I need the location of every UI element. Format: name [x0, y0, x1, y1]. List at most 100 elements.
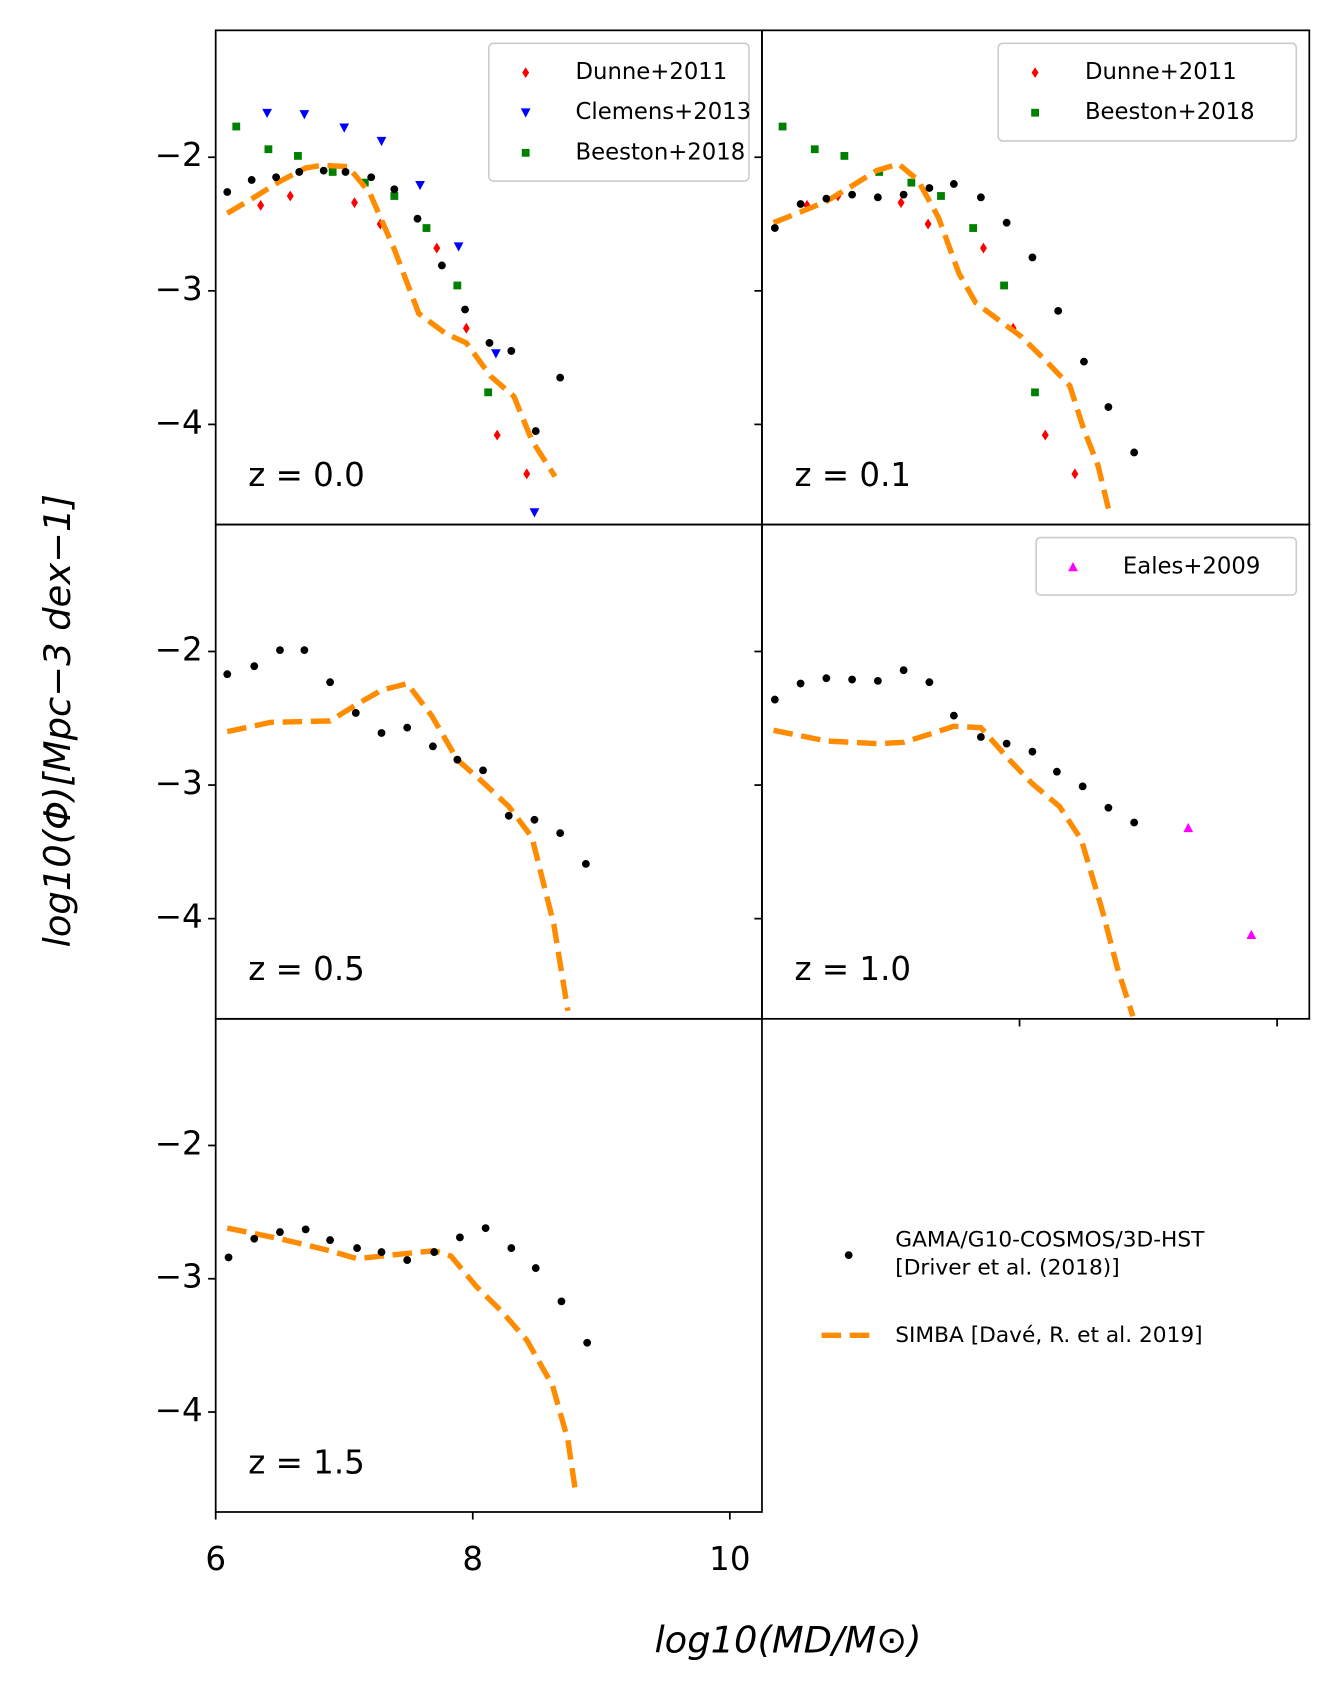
- data-point: [1183, 822, 1194, 833]
- legend-label: SIMBA [Davé, R. et al. 2019]: [895, 1321, 1203, 1348]
- data-point: [319, 166, 328, 175]
- data-point: [976, 733, 985, 741]
- data-point: [907, 178, 916, 187]
- legend-box: [488, 42, 750, 182]
- x-tick-label: 10: [709, 1540, 750, 1578]
- data-point: [924, 218, 932, 230]
- data-point: [276, 646, 284, 655]
- data-point: [301, 1225, 310, 1234]
- data-point: [937, 192, 945, 200]
- data-point: [328, 168, 337, 176]
- legend-label: Beeston+2018: [1085, 99, 1255, 125]
- data-point: [224, 1253, 233, 1262]
- data-point: [479, 766, 487, 775]
- data-point: [1031, 388, 1039, 397]
- data-point: [925, 678, 934, 687]
- data-point: [840, 152, 849, 160]
- legend-entry: GAMA/G10-COSMOS/3D-HST [Driver et al. (2…: [895, 1225, 1205, 1281]
- data-point: [377, 729, 386, 737]
- simba-line: [773, 723, 1136, 1017]
- data-point: [1130, 448, 1139, 457]
- data-point: [822, 194, 831, 203]
- y-tick-label: −4: [155, 403, 203, 441]
- redshift-label: z = 1.0: [794, 950, 911, 988]
- data-point: [299, 110, 310, 120]
- data-point: [461, 305, 469, 314]
- y-tick-label: −2: [155, 136, 203, 174]
- data-point: [257, 199, 265, 211]
- data-point: [531, 1264, 540, 1272]
- legend-label: Dunne+2011: [1085, 59, 1237, 85]
- data-point: [403, 1256, 412, 1264]
- data-point: [1104, 803, 1113, 812]
- data-point: [557, 1297, 566, 1306]
- simba-line: [772, 160, 1112, 510]
- data-point: [232, 122, 241, 131]
- data-point: [223, 670, 232, 679]
- legend-marker: [521, 148, 530, 157]
- data-point: [376, 136, 387, 147]
- data-point: [848, 675, 857, 684]
- legend-marker: [1031, 67, 1039, 79]
- legend-marker: [522, 67, 530, 79]
- data-point: [873, 193, 882, 202]
- data-point: [796, 679, 805, 688]
- data-point: [390, 185, 399, 194]
- data-point: [1080, 357, 1088, 366]
- data-point: [822, 674, 831, 683]
- data-point: [430, 1248, 439, 1256]
- data-point: [969, 224, 978, 232]
- data-point: [531, 427, 540, 435]
- data-point: [1002, 739, 1011, 748]
- legend-box: [997, 42, 1298, 142]
- y-tick-label: −2: [155, 630, 203, 668]
- data-point: [250, 1234, 259, 1243]
- data-point: [1054, 306, 1063, 315]
- data-point: [367, 173, 376, 182]
- data-point: [484, 388, 493, 397]
- data-point: [339, 123, 350, 133]
- legend-marker: [520, 108, 531, 118]
- data-point: [899, 666, 908, 675]
- data-point: [462, 322, 470, 334]
- data-point: [1028, 253, 1037, 262]
- data-point: [530, 815, 539, 824]
- axes-frame: [214, 523, 763, 1020]
- x-tick-label: 6: [205, 1540, 226, 1578]
- data-point: [415, 180, 425, 191]
- data-point: [433, 242, 441, 254]
- plot-area: [770, 122, 1139, 510]
- data-point: [250, 662, 259, 671]
- data-point: [976, 193, 985, 202]
- data-point: [341, 168, 350, 176]
- data-point: [438, 261, 446, 270]
- data-point: [925, 184, 934, 192]
- data-point: [453, 755, 462, 764]
- data-point: [294, 152, 302, 160]
- simba-line: [226, 1225, 579, 1493]
- data-point: [1130, 818, 1139, 827]
- y-tick-label: −2: [155, 1124, 203, 1162]
- legend-marker: [1068, 561, 1078, 572]
- legend-marker: [1031, 108, 1039, 117]
- data-point: [326, 678, 334, 687]
- data-point: [247, 176, 256, 184]
- legend-entry: SIMBA [Davé, R. et al. 2019]: [895, 1321, 1203, 1348]
- data-point: [1041, 429, 1049, 441]
- plot-area: [224, 1224, 592, 1493]
- data-point: [223, 188, 232, 196]
- data-point: [353, 1244, 361, 1252]
- axes-frame: [214, 1017, 763, 1513]
- legend-label: GAMA/G10-COSMOS/3D-HST [Driver et al. (2…: [895, 1225, 1205, 1281]
- data-point: [583, 1338, 592, 1347]
- data-point: [491, 349, 501, 359]
- data-point: [403, 723, 412, 732]
- data-point: [453, 242, 464, 252]
- data-point: [276, 1228, 284, 1236]
- legend-box: [1035, 536, 1298, 596]
- data-point: [351, 197, 358, 209]
- data-point: [272, 173, 281, 182]
- data-point: [1104, 403, 1113, 411]
- data-point: [1071, 468, 1079, 480]
